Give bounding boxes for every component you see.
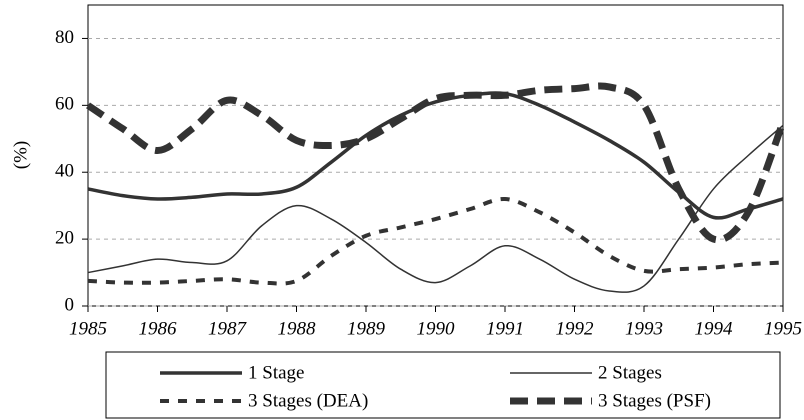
x-tick-label: 1993 <box>625 318 663 339</box>
series-line <box>87 91 784 220</box>
y-axis-label: (%) <box>10 141 31 169</box>
x-tick-label: 1991 <box>486 318 524 339</box>
x-tick-label: 1988 <box>278 318 317 339</box>
x-tick-label: 1986 <box>139 318 178 339</box>
x-tick-label: 1994 <box>695 318 734 339</box>
x-tick-label: 1989 <box>347 318 386 339</box>
legend-label: 1 Stage <box>248 362 304 383</box>
plot-frame <box>87 4 784 307</box>
x-tick-label: 1995 <box>764 318 802 339</box>
y-tick-label: 20 <box>55 227 74 248</box>
x-tick-label: 1992 <box>556 318 595 339</box>
y-tick-label: 0 <box>65 294 75 315</box>
legend-label: 3 Stages (DEA) <box>248 390 368 411</box>
legend-label: 3 Stages (PSF) <box>598 390 711 411</box>
x-tick-label: 1985 <box>69 318 107 339</box>
x-tick-label: 1987 <box>208 318 248 339</box>
x-tick-label: 1990 <box>417 318 456 339</box>
series-line <box>86 82 787 244</box>
y-tick-label: 80 <box>55 27 74 48</box>
legend-label: 2 Stages <box>598 362 662 383</box>
y-tick-label: 40 <box>55 161 74 182</box>
series-line <box>87 124 784 293</box>
y-tick-label: 60 <box>55 94 74 115</box>
legend-box <box>105 351 781 419</box>
series-line <box>87 196 784 286</box>
